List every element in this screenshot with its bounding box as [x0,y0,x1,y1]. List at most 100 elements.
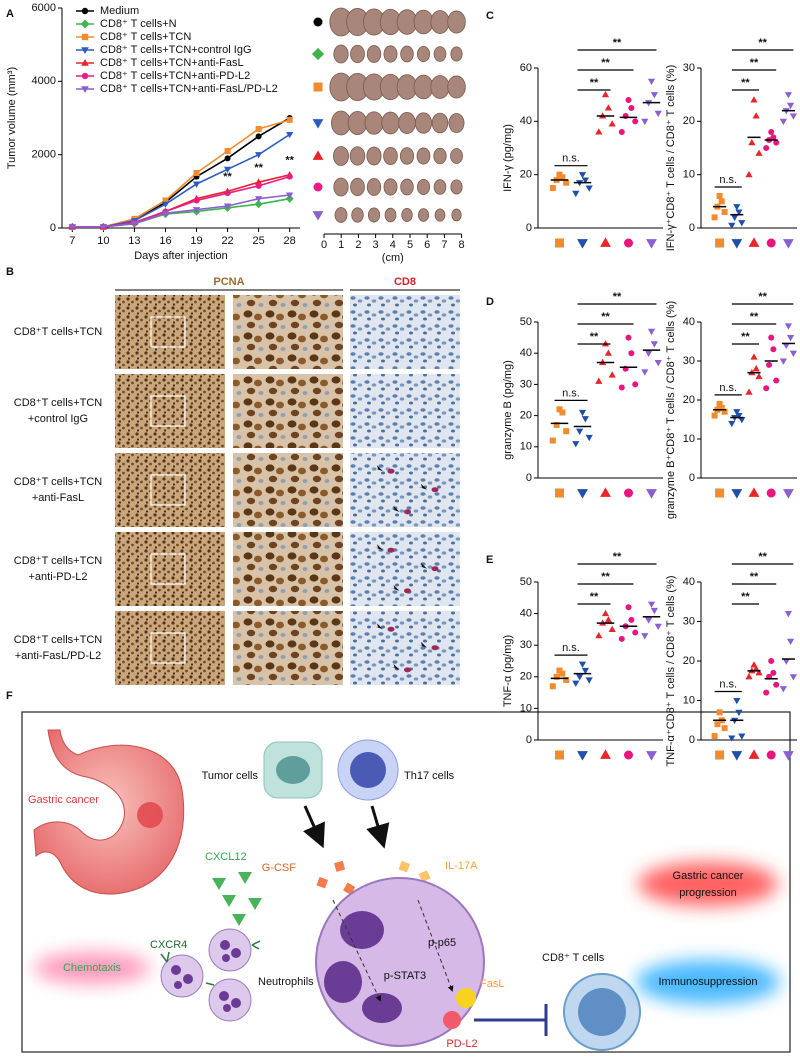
category-marker [600,749,611,759]
significance: ** [601,311,610,323]
data-point [162,197,169,204]
zoom-box [150,316,186,348]
micrograph [233,532,343,606]
data-point [578,661,587,668]
data-point [625,334,632,341]
immunosuppression-glow [636,960,780,1004]
data-point [763,385,770,392]
y-tick-label: 20 [683,655,695,667]
progression-label: Gastric cancer [673,870,744,882]
data-point [563,428,570,435]
fasl-label: FasL [480,978,504,990]
cd8-cell [404,588,411,594]
group-marker [312,119,324,129]
significance: n.s. [562,642,580,654]
tumor [447,75,466,99]
legend-marker [81,7,89,15]
y-tick-label: 50 [520,316,532,328]
panel-label: B [6,266,14,278]
neutrophils-label: Neutrophils [258,976,314,988]
pointer [418,483,427,490]
legend-marker [81,86,89,93]
series-line [72,194,290,228]
data-point [766,361,773,368]
data-point [735,709,743,717]
y-tick-label: 10 [683,433,695,445]
data-point [752,112,760,119]
category-marker [555,238,564,248]
y-tick-label: 30 [683,615,695,627]
y-axis-label: TNF-α⁺CD8⁺ T cells / CD8⁺ T cells (%) [665,575,677,766]
data-point [728,420,736,428]
y-tick-label: 0 [50,222,56,234]
chemotaxis-label: Chemotaxis [63,962,122,974]
data-point [738,733,746,740]
data-point [255,196,263,203]
data-point [572,441,580,448]
pointer [374,544,383,551]
group-marker [313,182,323,192]
data-point [608,371,616,378]
y-tick-label: 0 [526,734,532,746]
data-point [650,92,658,99]
data-point [553,673,560,680]
y-tick-label: 0 [526,222,532,234]
category-marker [731,489,743,499]
tumor [430,75,450,99]
x-axis-label: Days after injection [134,250,228,262]
y-tick-label: 20 [520,671,532,683]
significance: ** [613,291,622,303]
data-point [549,185,556,191]
data-point [645,350,653,357]
tumor [416,178,431,196]
data-point [255,178,263,185]
data-point [733,409,741,416]
y-axis-label: TNF-α (pg/mg) [502,635,514,707]
micrograph [115,295,225,369]
significance: ** [613,37,622,49]
data-point [770,669,777,676]
progression-label: progression [679,887,736,899]
data-point [625,97,632,103]
x-tick-label: 19 [190,235,202,247]
tumor [447,10,466,34]
y-tick-label: 30 [520,639,532,651]
data-point [572,680,580,687]
data-point [763,145,770,151]
y-tick-label: 2000 [32,149,56,161]
data-point [714,721,721,728]
pdl2-label: PD-L2 [446,1038,477,1050]
stain-header: CD8 [394,276,416,288]
cd8-cell [431,487,439,493]
y-tick-label: 6000 [32,2,56,14]
row-label: CD8⁺T cells+TCN [14,476,102,488]
pointer [390,663,400,670]
row-label: CD8⁺T cells+TCN [14,634,102,646]
chemotaxis-glow [34,952,150,984]
small-neutrophils [160,928,261,1022]
tumor [433,179,447,195]
data-point [549,437,556,444]
scale-tick-label: 8 [459,239,465,251]
data-point [224,155,231,162]
data-point [716,400,723,407]
category-marker [646,239,657,249]
category-marker [555,750,564,760]
data-point [286,131,294,139]
pointer [418,641,427,648]
row-label: CD8⁺T cells+TCN [14,326,102,338]
gastric-cancer-label: Gastric cancer [28,794,99,806]
y-tick-label: 20 [683,394,695,406]
data-point [773,681,780,688]
tumor [448,113,465,133]
tumor [383,146,398,166]
cd8-cell [431,645,439,651]
significance: ** [590,77,599,89]
stain-header: PCNA [213,276,244,288]
gcsf-label: G-CSF [262,862,297,874]
category-marker [600,237,611,247]
data-point [559,409,566,416]
data-point [654,360,662,367]
significance: ** [758,37,767,49]
